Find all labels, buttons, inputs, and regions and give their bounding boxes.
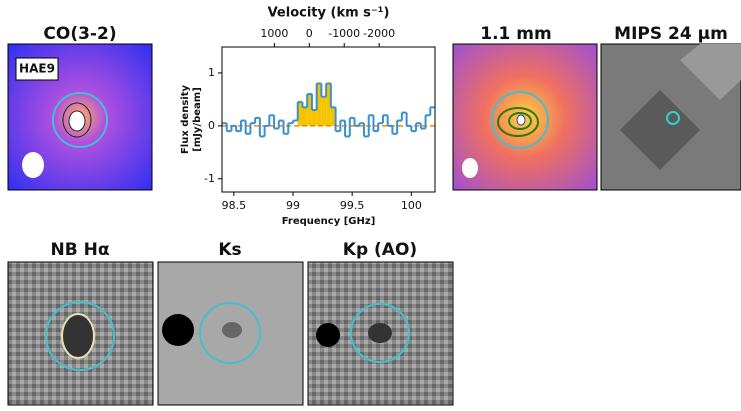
x-tick-label: 98.5 [222,199,247,212]
label-box [15,57,59,81]
contour [497,107,539,137]
star [162,314,194,346]
aperture [45,301,115,371]
y-tick-label: 0 [208,119,215,132]
mips-panel: MIPS 24 μm [600,24,741,191]
panel-title: Kp (AO) [343,240,417,260]
contour [508,112,532,130]
aperture [199,302,261,364]
kp-panel: Kp (AO) [307,240,454,406]
panel-title: Ks [218,240,241,260]
star [316,323,340,347]
chart-title: Velocity (km s⁻¹) [268,6,390,21]
co-panel: HAE9 CO(3-2) [7,24,153,191]
pixel-block [680,44,741,100]
y-axis-label: [mJy/beam] [192,87,203,152]
y-tick-label: 1 [208,66,215,79]
aperture [350,303,410,363]
x-tick-label: 99.5 [340,199,365,212]
x2-tick-label: -2000 [363,27,395,40]
line-fill [307,94,312,126]
x2-tick-label: 0 [306,27,313,40]
panel-title: CO(3-2) [43,24,116,44]
ks-panel: Ks [157,240,304,406]
source-label: HAE9 [19,62,55,76]
line-fill [316,83,322,126]
x-axis-label: Frequency [GHz] [282,216,376,227]
line-fill [311,109,317,126]
line-fill [330,107,336,126]
pixel-block [620,90,700,170]
line-fill [326,83,331,126]
contour [68,110,86,132]
mm-panel: 1.1 mm [452,24,598,191]
x-tick-label: 99 [286,199,300,212]
panel-title: NB Hα [50,240,109,260]
beam [462,158,478,178]
aperture [666,111,680,125]
panel-title: 1.1 mm [480,24,551,44]
contour [61,313,95,359]
beam [22,152,44,178]
line-fill [302,107,308,126]
x2-tick-label: -1000 [328,27,360,40]
line-fill [321,96,327,126]
x2-tick-label: 1000 [260,27,288,40]
source [368,323,392,343]
aperture [52,92,108,148]
y-axis-label: Flux density [180,85,191,155]
source [222,322,242,338]
panel-title: MIPS 24 μm [614,24,728,44]
contour [62,102,92,138]
x-tick-label: 100 [401,199,422,212]
contour [516,114,526,126]
line-fill [297,102,303,126]
y-tick-label: -1 [204,172,215,185]
spectrum: -1 0 1 98.5 99 99.5 100 1000 0 -1000 -2000 Velocity… [180,6,436,227]
plot-frame [221,46,436,193]
nb-panel: NB Hα [7,240,154,406]
aperture [491,91,549,149]
